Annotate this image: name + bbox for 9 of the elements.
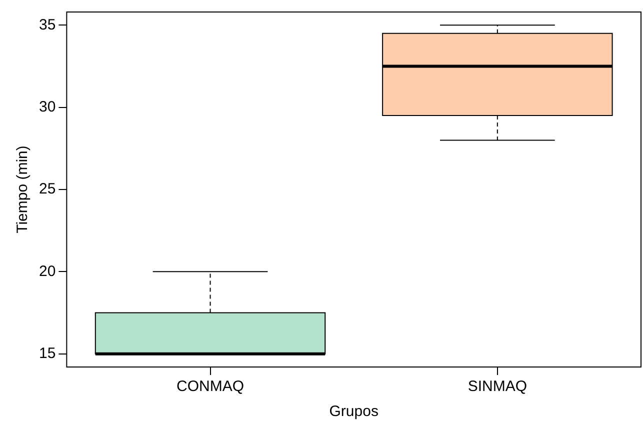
y-axis-title: Tiempo (min): [14, 146, 32, 234]
y-tick-label: 30: [38, 98, 56, 116]
x-axis-title: Grupos: [329, 403, 378, 420]
x-tick-label: SINMAQ: [468, 378, 528, 396]
y-tick-label: 35: [38, 16, 56, 34]
y-tick-label: 25: [38, 180, 56, 198]
y-tick-label: 15: [38, 344, 56, 362]
x-tick-label: CONMAQ: [176, 378, 244, 396]
y-tick-label: 20: [38, 262, 56, 280]
